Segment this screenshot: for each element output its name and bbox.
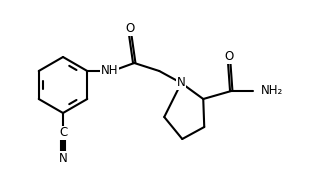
Text: NH: NH <box>100 64 118 77</box>
Text: C: C <box>59 127 67 140</box>
Text: N: N <box>177 77 186 90</box>
Text: O: O <box>126 22 135 35</box>
Text: N: N <box>59 151 68 164</box>
Text: O: O <box>224 51 234 64</box>
Text: NH₂: NH₂ <box>261 85 284 98</box>
